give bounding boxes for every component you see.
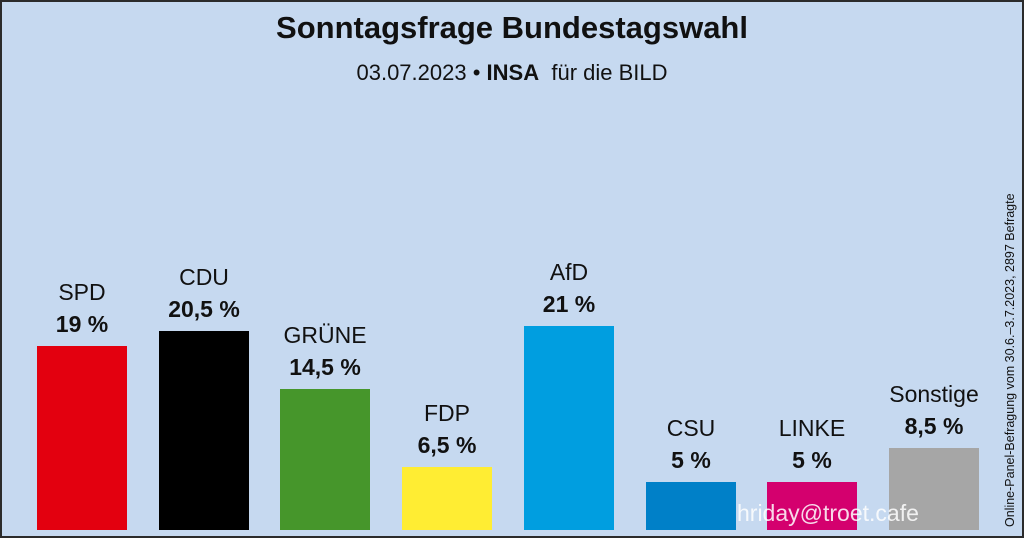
bar-cdu [159, 331, 249, 530]
bar-linke [767, 481, 857, 530]
poll-institute: INSA [486, 60, 540, 85]
bar-afd [524, 326, 614, 530]
value-label: 19 % [55, 310, 109, 337]
category-label: CSU [666, 414, 716, 441]
chart-title: Sonntagsfrage Bundestagswahl [276, 10, 748, 45]
bar-csu [646, 481, 736, 530]
bar-spd [37, 345, 127, 530]
category-label: GRÜNE [283, 322, 367, 349]
category-label: SPD [58, 278, 106, 305]
category-label: LINKE [778, 414, 846, 441]
subtitle-separator: • [472, 60, 481, 85]
category-label: AfD [549, 259, 589, 286]
value-label: 5 % [671, 446, 711, 473]
value-label: 5 % [792, 446, 832, 473]
value-label: 8,5 % [904, 412, 964, 439]
value-label: 20,5 % [168, 296, 240, 323]
category-label: Sonstige [889, 380, 979, 407]
poll-date: 03.07.2023 [356, 60, 467, 85]
poll-client: für die BILD [551, 60, 668, 85]
survey-note: Online-Panel-Befragung vom 30.6.–3.7.202… [1003, 193, 1017, 527]
category-label: CDU [179, 264, 229, 291]
bar-fdp [402, 466, 492, 530]
value-label: 21 % [542, 291, 596, 318]
bar-gr-ne [280, 389, 370, 530]
value-label: 6,5 % [417, 431, 477, 458]
bar-sonstige [889, 447, 979, 530]
value-label: 14,5 % [289, 354, 361, 381]
category-label: FDP [424, 399, 470, 426]
chart-subtitle: 03.07.2023 • INSA für die BILD [0, 60, 1024, 86]
watermark: hriday@troet.cafe [737, 500, 919, 526]
